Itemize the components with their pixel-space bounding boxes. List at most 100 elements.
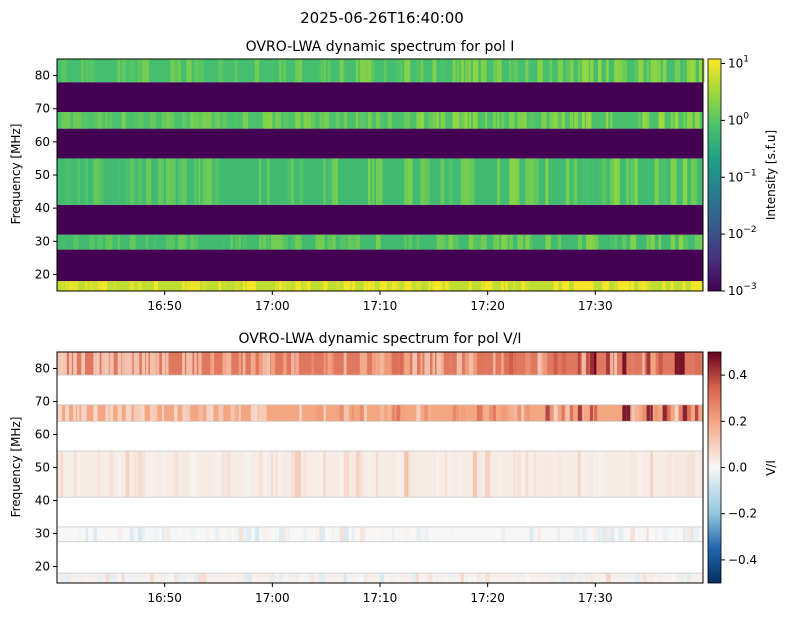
time-streak: [89, 573, 95, 583]
time-streak: [682, 526, 687, 542]
time-streak: [258, 451, 265, 498]
time-streak: [182, 526, 186, 542]
time-streak: [186, 281, 192, 291]
time-streak: [65, 404, 69, 422]
time-streak: [125, 352, 131, 376]
time-streak: [577, 281, 583, 291]
y-tick-label: 50: [35, 168, 50, 182]
time-streak: [113, 573, 118, 583]
time-streak: [170, 112, 176, 129]
time-streak: [347, 281, 351, 291]
time-streak: [279, 281, 283, 291]
time-streak: [618, 526, 624, 542]
time-streak: [359, 112, 366, 129]
time-streak: [85, 281, 88, 291]
time-streak: [153, 281, 158, 291]
time-streak: [343, 112, 347, 129]
time-streak: [581, 281, 588, 291]
time-streak: [646, 112, 650, 129]
spectral-band: [56, 572, 704, 584]
time-streak: [166, 352, 169, 376]
time-streak: [295, 112, 301, 129]
time-streak: [690, 451, 696, 498]
time-streak: [129, 526, 136, 542]
time-streak: [234, 404, 238, 422]
time-streak: [416, 404, 421, 422]
y-tick-label: 30: [35, 527, 50, 541]
time-streak: [545, 451, 552, 498]
band-fill: [57, 82, 703, 113]
time-streak: [359, 526, 366, 542]
time-streak: [682, 573, 686, 583]
time-streak: [396, 59, 401, 83]
time-streak: [630, 158, 634, 205]
time-streak: [89, 158, 95, 205]
time-streak: [380, 158, 383, 205]
colorbar-tick-label: 100: [728, 111, 749, 127]
spectral-band: [57, 59, 705, 83]
time-streak: [234, 59, 238, 83]
time-streak: [464, 112, 468, 129]
time-streak: [283, 112, 290, 129]
time-streak: [226, 112, 232, 129]
time-streak: [468, 234, 474, 250]
time-streak: [642, 526, 647, 542]
time-streak: [61, 112, 67, 129]
time-streak: [109, 352, 114, 376]
time-streak: [311, 451, 318, 498]
time-streak: [585, 158, 591, 205]
time-streak: [585, 234, 592, 250]
time-streak: [396, 526, 401, 542]
panel-pol-i: OVRO-LWA dynamic spectrum for pol I 20 30…: [9, 39, 778, 313]
time-streak: [561, 281, 567, 291]
time-streak: [521, 112, 527, 129]
time-streak: [460, 573, 464, 583]
band-fill: [57, 128, 703, 159]
time-streak: [642, 112, 648, 129]
time-streak: [517, 234, 524, 250]
time-streak: [456, 451, 463, 498]
time-streak: [129, 451, 135, 498]
time-streak: [440, 158, 445, 205]
time-streak: [525, 59, 529, 83]
time-streak: [678, 281, 685, 291]
time-streak: [210, 352, 215, 376]
time-streak: [291, 451, 296, 498]
time-streak: [307, 281, 311, 291]
time-streak: [113, 281, 117, 291]
time-streak: [594, 234, 599, 250]
time-streak: [141, 59, 148, 83]
time-streak: [513, 404, 519, 422]
time-streak: [384, 352, 389, 376]
time-streak: [573, 281, 579, 291]
time-streak: [335, 526, 340, 542]
time-streak: [557, 526, 561, 542]
time-streak: [690, 158, 696, 205]
pol-vi-colorbar-ticks: 0.4 0.2 0.0 −0.2 −0.4: [721, 368, 757, 567]
spectral-band: [57, 158, 703, 205]
time-streak: [529, 526, 534, 542]
time-streak: [85, 526, 89, 542]
time-streak: [174, 112, 179, 129]
time-streak: [145, 352, 149, 376]
time-streak: [686, 404, 692, 422]
time-streak: [323, 59, 326, 83]
time-streak: [287, 281, 292, 291]
time-streak: [699, 281, 702, 291]
time-streak: [513, 573, 516, 583]
colorbar-tick-label: 0.2: [728, 414, 747, 428]
time-streak: [295, 451, 302, 498]
pol-vi-ylabel: Frequency [MHz]: [9, 417, 23, 518]
time-streak: [537, 526, 541, 542]
time-streak: [485, 281, 490, 291]
time-streak: [432, 573, 436, 583]
time-streak: [125, 112, 130, 129]
time-streak: [380, 281, 385, 291]
time-streak: [432, 59, 437, 83]
time-streak: [396, 281, 400, 291]
time-streak: [392, 526, 395, 542]
time-streak: [674, 352, 679, 376]
time-streak: [598, 526, 602, 542]
time-streak: [291, 112, 295, 129]
time-streak: [480, 59, 487, 83]
